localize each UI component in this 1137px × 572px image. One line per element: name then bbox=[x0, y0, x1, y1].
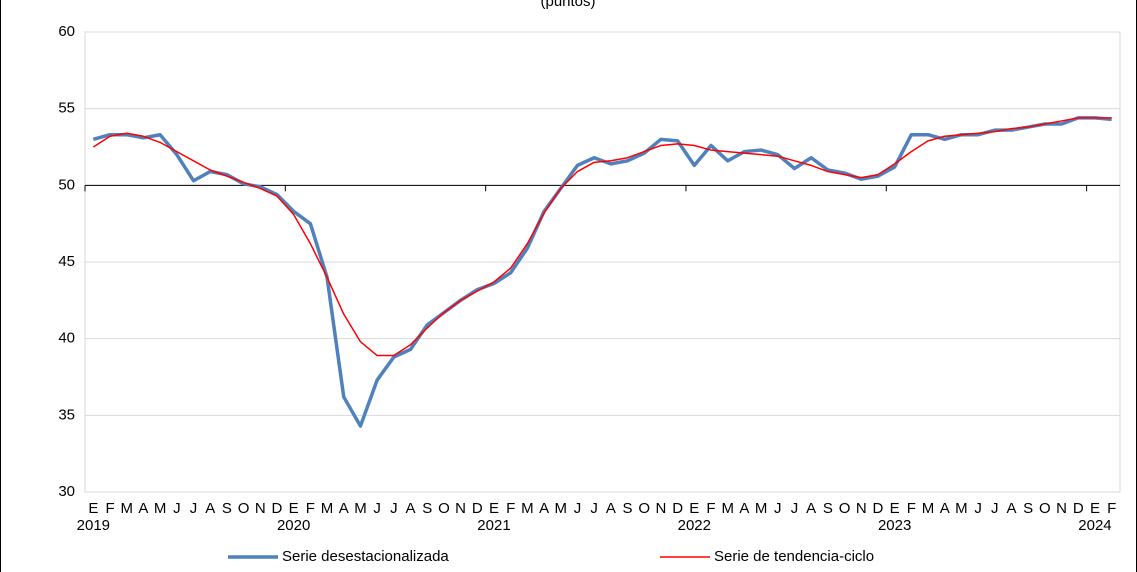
legend-label: Serie de tendencia-ciclo bbox=[714, 548, 874, 565]
x-tick-label: F bbox=[706, 500, 715, 517]
x-tick-label: A bbox=[406, 500, 416, 517]
x-tick-label: J bbox=[791, 500, 799, 517]
legend-label: Serie desestacionalizada bbox=[282, 548, 449, 565]
y-tick-label: 40 bbox=[58, 330, 75, 347]
year-label: 2020 bbox=[277, 517, 310, 534]
x-tick-label: F bbox=[1107, 500, 1116, 517]
x-tick-label: M bbox=[555, 500, 568, 517]
x-tick-label: N bbox=[255, 500, 266, 517]
y-tick-label: 60 bbox=[58, 23, 75, 40]
year-label: 2022 bbox=[678, 517, 711, 534]
x-tick-label: M bbox=[354, 500, 367, 517]
x-tick-label: E bbox=[689, 500, 699, 517]
plot-border bbox=[84, 31, 1121, 493]
x-tick-label: E bbox=[88, 500, 98, 517]
x-tick-label: A bbox=[606, 500, 616, 517]
x-tick-label: O bbox=[839, 500, 851, 517]
x-tick-label: E bbox=[289, 500, 299, 517]
year-label: 2024 bbox=[1078, 517, 1111, 534]
x-tick-label: A bbox=[739, 500, 749, 517]
x-tick-label: O bbox=[238, 500, 250, 517]
x-tick-label: J bbox=[774, 500, 782, 517]
x-tick-label: S bbox=[1023, 500, 1033, 517]
x-tick-label: J bbox=[974, 500, 982, 517]
x-tick-label: M bbox=[955, 500, 968, 517]
x-tick-label: F bbox=[105, 500, 114, 517]
year-label: 2021 bbox=[477, 517, 510, 534]
x-tick-label: S bbox=[623, 500, 633, 517]
x-tick-label: O bbox=[1039, 500, 1051, 517]
x-tick-label: N bbox=[656, 500, 667, 517]
x-tick-label: S bbox=[422, 500, 432, 517]
x-tick-label: E bbox=[890, 500, 900, 517]
y-tick-label: 45 bbox=[58, 253, 75, 270]
series-line bbox=[92, 116, 1112, 428]
y-tick-label: 30 bbox=[58, 483, 75, 500]
x-tick-label: D bbox=[472, 500, 483, 517]
x-tick-label: J bbox=[190, 500, 198, 517]
x-tick-label: D bbox=[672, 500, 683, 517]
x-tick-label: M bbox=[521, 500, 534, 517]
chart-title: (puntos) bbox=[540, 0, 595, 10]
x-tick-label: N bbox=[1056, 500, 1067, 517]
x-tick-label: A bbox=[138, 500, 148, 517]
x-tick-label: M bbox=[154, 500, 167, 517]
y-tick-label: 50 bbox=[58, 176, 75, 193]
x-tick-label: F bbox=[907, 500, 916, 517]
x-tick-label: J bbox=[991, 500, 999, 517]
x-tick-label: M bbox=[321, 500, 334, 517]
y-tick-label: 55 bbox=[58, 100, 75, 117]
x-tick-label: A bbox=[205, 500, 215, 517]
x-tick-label: M bbox=[120, 500, 133, 517]
x-tick-label: J bbox=[390, 500, 398, 517]
x-tick-label: J bbox=[173, 500, 181, 517]
x-tick-label: M bbox=[721, 500, 734, 517]
x-tick-label: A bbox=[940, 500, 950, 517]
x-tick-label: N bbox=[455, 500, 466, 517]
x-tick-label: S bbox=[222, 500, 232, 517]
x-tick-label: N bbox=[856, 500, 867, 517]
x-tick-label: J bbox=[590, 500, 598, 517]
x-tick-label: M bbox=[755, 500, 768, 517]
year-label: 2019 bbox=[77, 517, 110, 534]
x-tick-label: J bbox=[373, 500, 381, 517]
x-tick-label: O bbox=[438, 500, 450, 517]
series-line bbox=[92, 117, 1112, 357]
x-tick-label: D bbox=[272, 500, 283, 517]
x-tick-label: A bbox=[539, 500, 549, 517]
x-tick-label: A bbox=[806, 500, 816, 517]
x-tick-label: D bbox=[1073, 500, 1084, 517]
x-tick-label: F bbox=[506, 500, 515, 517]
x-tick-label: E bbox=[1090, 500, 1100, 517]
x-tick-label: S bbox=[823, 500, 833, 517]
x-tick-label: D bbox=[873, 500, 884, 517]
y-tick-label: 35 bbox=[58, 406, 75, 423]
x-tick-label: E bbox=[489, 500, 499, 517]
x-tick-label: A bbox=[339, 500, 349, 517]
year-label: 2023 bbox=[878, 517, 911, 534]
x-tick-label: M bbox=[922, 500, 935, 517]
x-tick-label: O bbox=[638, 500, 650, 517]
x-tick-label: A bbox=[1006, 500, 1016, 517]
x-tick-label: J bbox=[574, 500, 582, 517]
x-tick-label: F bbox=[306, 500, 315, 517]
